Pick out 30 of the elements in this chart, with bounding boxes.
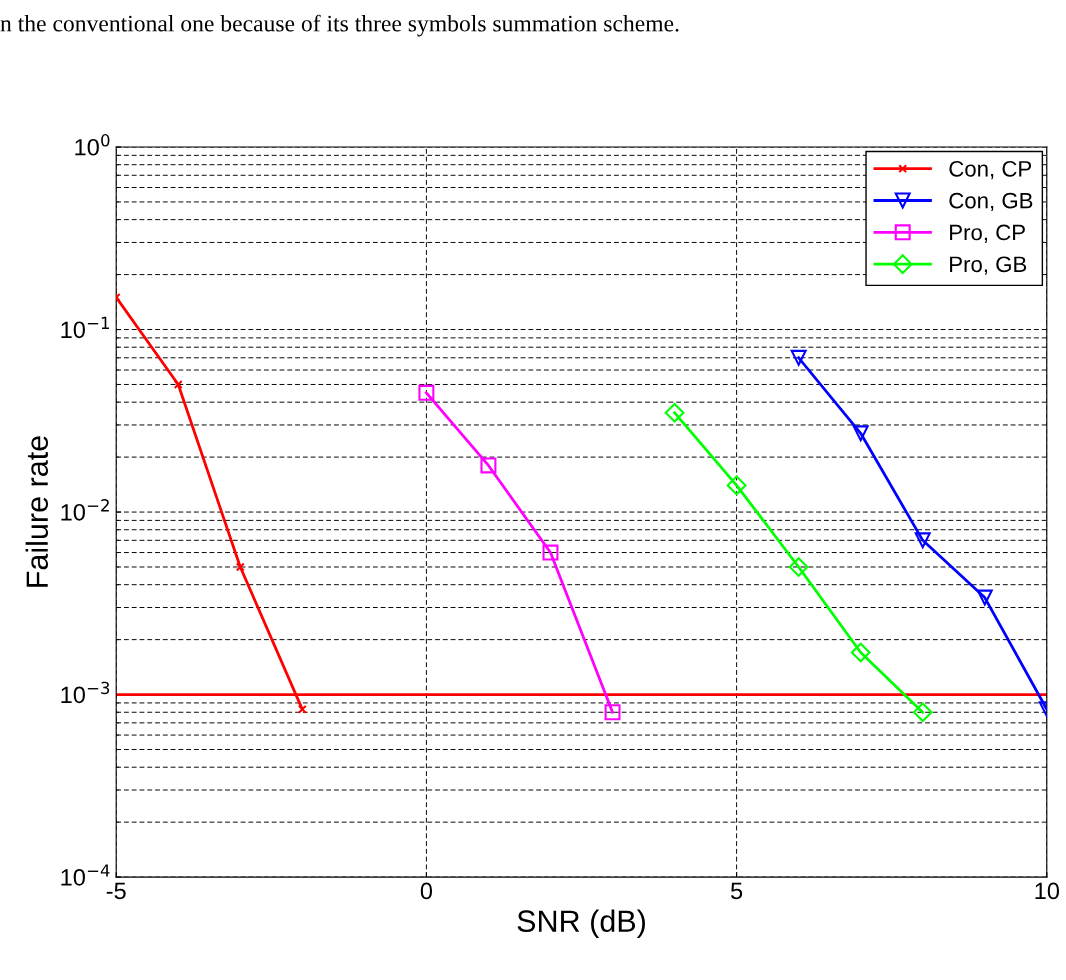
- x-tick-label: 5: [730, 882, 743, 900]
- legend-label: Pro, CP: [950, 224, 1025, 243]
- point: [788, 557, 809, 577]
- point: [976, 589, 993, 606]
- text: n the conventional one because of its three symbols summation scheme.: [0, 14, 679, 37]
- y-tick-label: 10$^{−2}$: [61, 499, 109, 521]
- legend-label: Con, GB: [949, 192, 1033, 212]
- legend-label: Con, CP: [949, 160, 1032, 180]
- point: [912, 702, 933, 723]
- point: [914, 532, 931, 549]
- point: [235, 562, 245, 572]
- y-tick-label: 10$^{−1}$: [61, 316, 109, 339]
- x-axis-title: SNR (dB): [517, 909, 645, 938]
- point: [852, 425, 869, 442]
- point: [418, 384, 435, 401]
- point: [297, 704, 307, 714]
- x-tick-label: 0: [420, 882, 433, 900]
- point: [604, 704, 621, 721]
- point: [850, 642, 871, 663]
- point: [664, 402, 685, 423]
- y-axis-title: Failure rate: [25, 436, 49, 587]
- point: [480, 457, 497, 474]
- y-tick-label: 10$^{−3}$: [61, 681, 110, 704]
- y-tick-label: 10$^{0}$: [75, 134, 110, 156]
- legend-label: Pro, GB: [950, 256, 1027, 275]
- point: [173, 379, 183, 389]
- point: [542, 544, 559, 561]
- x-tick-label: 10: [1035, 882, 1060, 900]
- point: [790, 349, 807, 366]
- point: [726, 475, 747, 496]
